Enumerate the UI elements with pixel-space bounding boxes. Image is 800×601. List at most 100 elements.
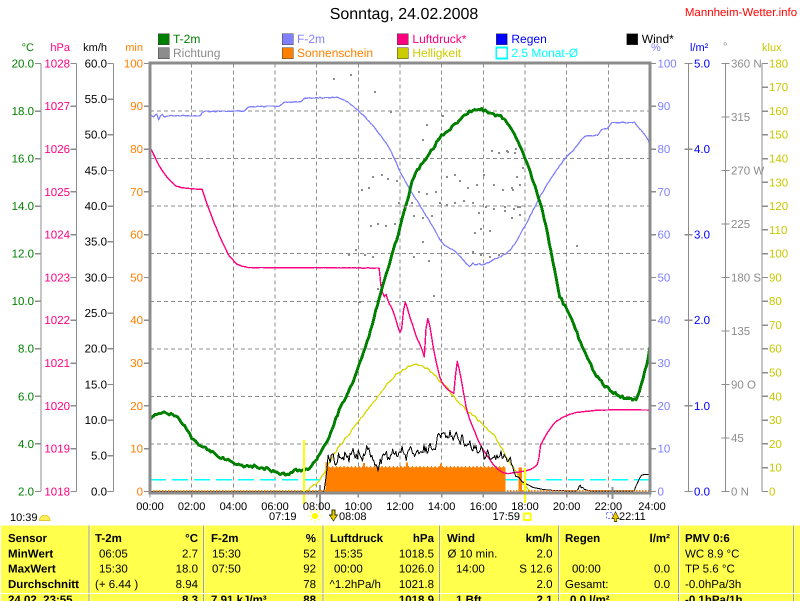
svg-text:360 N: 360 N xyxy=(731,58,762,70)
svg-text:1021: 1021 xyxy=(44,358,70,370)
svg-text:20:00: 20:00 xyxy=(553,501,581,513)
svg-text:180: 180 xyxy=(769,58,788,70)
svg-text:22:11: 22:11 xyxy=(619,511,646,523)
svg-text:40.0: 40.0 xyxy=(85,201,107,213)
svg-text:160: 160 xyxy=(769,106,788,118)
svg-text:2.0: 2.0 xyxy=(537,549,553,561)
svg-text:2.5 Monat-Ø: 2.5 Monat-Ø xyxy=(511,46,578,60)
svg-text:02:00: 02:00 xyxy=(178,501,206,513)
svg-text:-0.1hPa/1h: -0.1hPa/1h xyxy=(685,594,743,601)
svg-text:Luftdruck*: Luftdruck* xyxy=(412,32,466,46)
svg-text:110: 110 xyxy=(769,225,787,237)
svg-text:8.94: 8.94 xyxy=(176,579,199,591)
svg-text:F-2m: F-2m xyxy=(297,32,325,46)
svg-text:0.0: 0.0 xyxy=(654,579,670,591)
svg-text:0.0 l/m²: 0.0 l/m² xyxy=(570,594,610,601)
svg-text:-0.0hPa/3h: -0.0hPa/3h xyxy=(685,579,741,591)
svg-text:170: 170 xyxy=(769,82,788,94)
svg-text:2.0: 2.0 xyxy=(18,486,34,498)
svg-text:120: 120 xyxy=(769,201,788,213)
svg-text:1020: 1020 xyxy=(44,401,70,413)
svg-text:Helligkeit: Helligkeit xyxy=(412,46,461,60)
svg-text:14.0: 14.0 xyxy=(12,201,34,213)
svg-text:Sonntag, 24.02.2008: Sonntag, 24.02.2008 xyxy=(330,6,479,23)
svg-text:17:59: 17:59 xyxy=(493,511,521,523)
svg-text:270 W: 270 W xyxy=(731,165,764,177)
svg-text:14:00: 14:00 xyxy=(428,501,456,513)
svg-text:10: 10 xyxy=(769,463,782,475)
svg-text:1022: 1022 xyxy=(44,315,70,327)
svg-text:07:19: 07:19 xyxy=(269,511,297,523)
svg-text:l/m²: l/m² xyxy=(650,533,671,545)
svg-text:8.0: 8.0 xyxy=(18,344,34,356)
svg-text:90 O: 90 O xyxy=(731,379,756,391)
svg-text:%: % xyxy=(651,42,661,54)
svg-text:WC 8.9 °C: WC 8.9 °C xyxy=(685,549,739,561)
svg-text:0: 0 xyxy=(658,486,664,498)
svg-text:0.0: 0.0 xyxy=(91,486,107,498)
svg-text:90: 90 xyxy=(769,272,782,284)
svg-text:8.3: 8.3 xyxy=(182,594,198,601)
svg-text:0.0: 0.0 xyxy=(694,486,710,498)
svg-text:16.0: 16.0 xyxy=(12,154,34,166)
svg-text:18:00: 18:00 xyxy=(511,501,539,513)
svg-text:88: 88 xyxy=(303,594,316,601)
svg-text:07:50: 07:50 xyxy=(212,564,241,576)
svg-text:10:00: 10:00 xyxy=(345,501,373,513)
svg-text:0.0: 0.0 xyxy=(654,564,670,576)
svg-text:1018.9: 1018.9 xyxy=(399,594,434,601)
svg-text:315: 315 xyxy=(731,112,750,124)
svg-text:%: % xyxy=(306,533,316,545)
svg-text:10:39: 10:39 xyxy=(10,512,38,524)
svg-text:55.0: 55.0 xyxy=(85,94,107,106)
svg-text:20.0: 20.0 xyxy=(85,344,107,356)
svg-text:T-2m: T-2m xyxy=(95,533,122,545)
svg-text:30: 30 xyxy=(658,358,671,370)
svg-text:25.0: 25.0 xyxy=(85,308,107,320)
svg-text:60.0: 60.0 xyxy=(85,58,107,70)
svg-text:°C: °C xyxy=(185,533,198,545)
svg-text:Gesamt:: Gesamt: xyxy=(565,579,608,591)
svg-text:klux: klux xyxy=(762,42,782,54)
svg-text:06:05: 06:05 xyxy=(99,549,128,561)
svg-text:18.0: 18.0 xyxy=(176,564,198,576)
svg-text:1019: 1019 xyxy=(44,444,70,456)
svg-text:TP 5.6 °C: TP 5.6 °C xyxy=(685,564,735,576)
svg-text:80: 80 xyxy=(658,144,671,156)
svg-text:1026: 1026 xyxy=(44,144,70,156)
svg-text:T-2m: T-2m xyxy=(173,32,200,46)
svg-text:00:00: 00:00 xyxy=(572,564,601,576)
svg-text:15:35: 15:35 xyxy=(334,549,363,561)
svg-text:Luftdruck: Luftdruck xyxy=(330,533,384,545)
svg-text:00:00: 00:00 xyxy=(334,564,363,576)
svg-text:4.0: 4.0 xyxy=(18,439,34,451)
svg-text:1027: 1027 xyxy=(44,101,70,113)
svg-text:Regen: Regen xyxy=(511,32,546,46)
svg-text:60: 60 xyxy=(658,230,671,242)
svg-text:24.02, 23:55: 24.02, 23:55 xyxy=(8,594,73,601)
svg-text:00:00: 00:00 xyxy=(136,501,164,513)
svg-text:15:30: 15:30 xyxy=(212,549,241,561)
svg-text:50: 50 xyxy=(658,272,671,284)
svg-text:04:00: 04:00 xyxy=(220,501,248,513)
svg-text:(+ 6.44 ): (+ 6.44 ) xyxy=(95,579,138,591)
svg-text:1.0: 1.0 xyxy=(694,401,710,413)
svg-text:MaxWert: MaxWert xyxy=(8,564,56,576)
svg-text:40: 40 xyxy=(769,391,782,403)
svg-text:90: 90 xyxy=(658,101,671,113)
svg-text:km/h: km/h xyxy=(526,533,553,545)
svg-text:Regen: Regen xyxy=(565,533,600,545)
svg-text:80: 80 xyxy=(769,296,782,308)
svg-text:150: 150 xyxy=(769,130,788,142)
svg-text:3.0: 3.0 xyxy=(694,230,710,242)
svg-text:5.0: 5.0 xyxy=(694,58,710,70)
svg-text:20: 20 xyxy=(769,439,782,451)
svg-text:70: 70 xyxy=(130,187,143,199)
svg-text:50: 50 xyxy=(130,272,143,284)
svg-text:10: 10 xyxy=(130,444,143,456)
svg-text:08:00: 08:00 xyxy=(303,501,331,513)
svg-text:52: 52 xyxy=(303,549,316,561)
svg-text:80: 80 xyxy=(130,144,143,156)
svg-text:12.0: 12.0 xyxy=(12,249,34,261)
svg-text:15:30: 15:30 xyxy=(99,564,128,576)
